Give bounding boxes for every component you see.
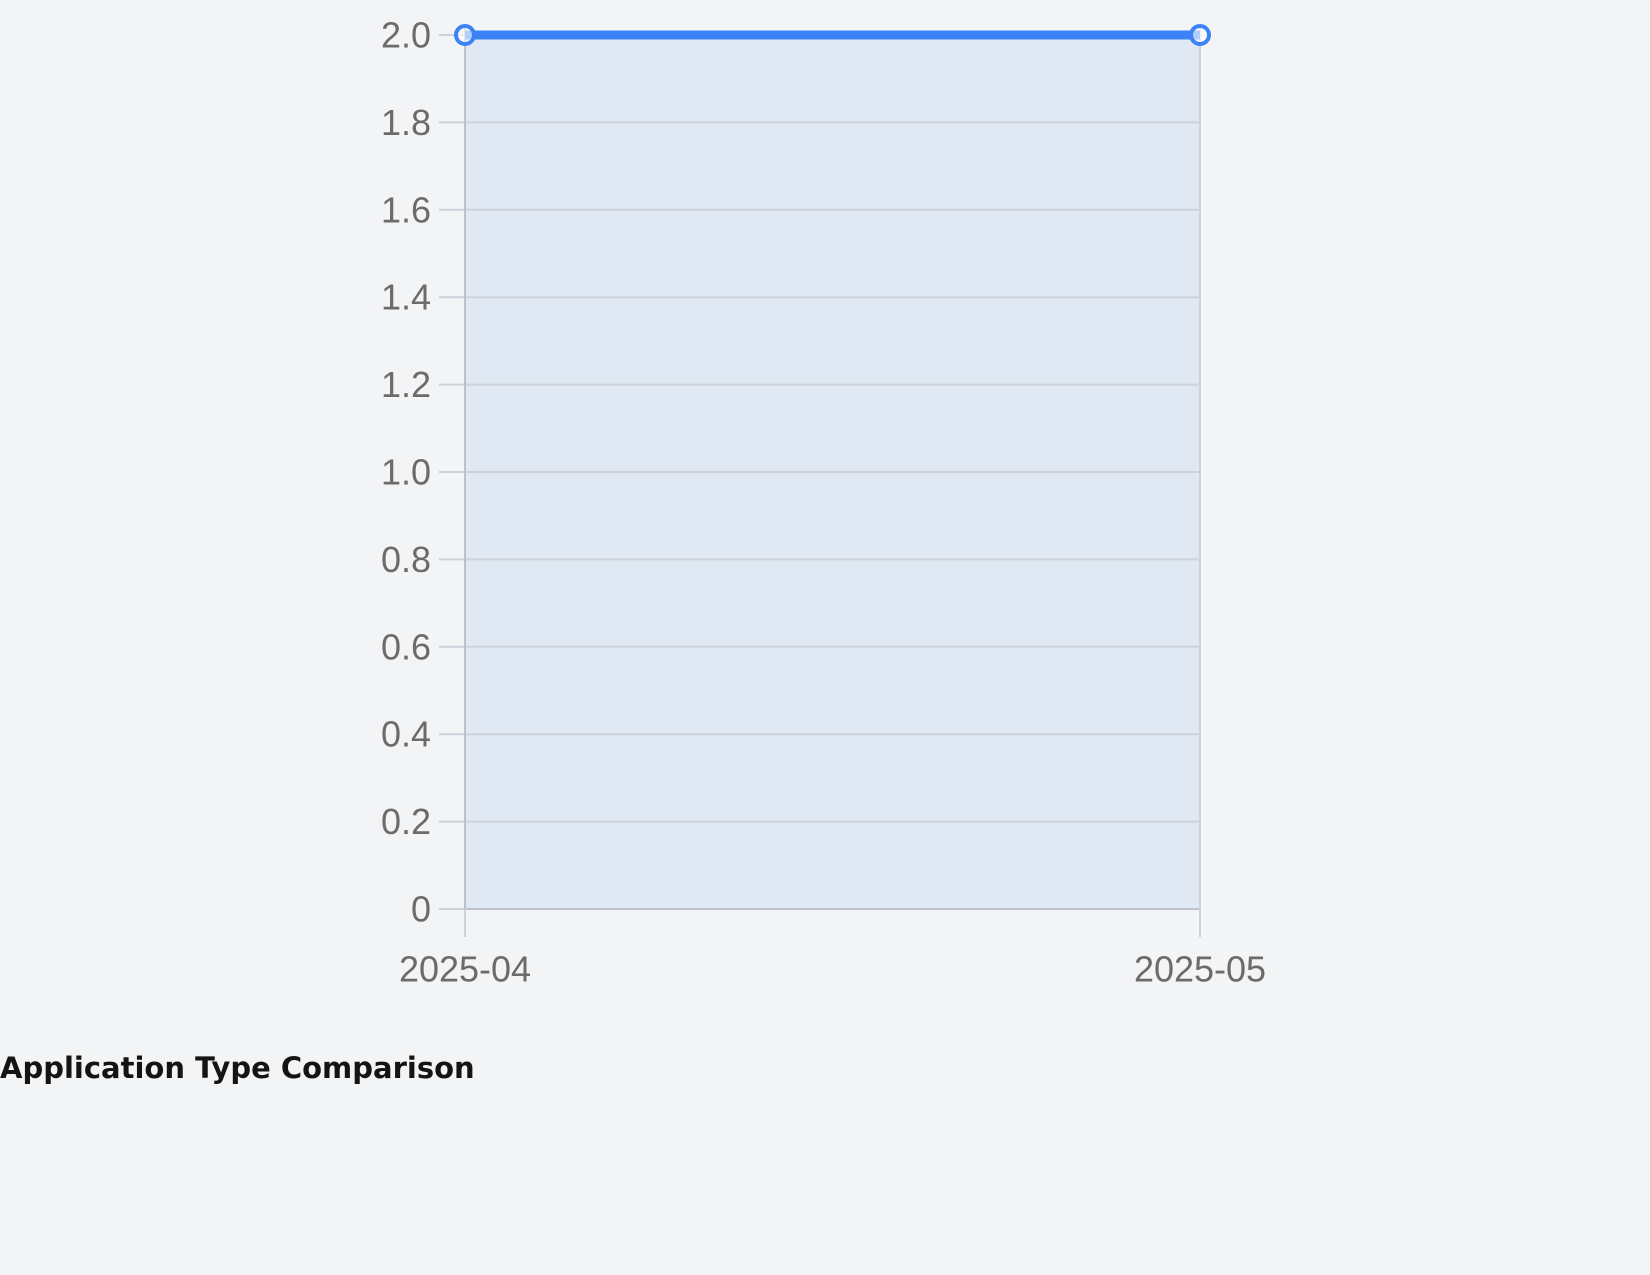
- section-heading: Application Type Comparison: [0, 1051, 475, 1085]
- y-tick-label: 0.6: [381, 626, 431, 667]
- y-tick-label: 1.0: [381, 452, 431, 493]
- x-tick-label: 2025-05: [1134, 949, 1266, 990]
- x-tick-label: 2025-04: [399, 949, 531, 990]
- area-chart-svg: 0 0.2 0.4 0.6 0.8 1.0 1.2 1.4 1.6 1.8 2.0 2025-04 20…: [381, 15, 1266, 990]
- y-tick-label: 2.0: [381, 15, 431, 56]
- y-tick-label: 1.4: [381, 277, 431, 318]
- y-tick-label: 1.2: [381, 364, 431, 405]
- y-tick-label: 0: [411, 889, 431, 930]
- data-point: [454, 24, 476, 46]
- y-tick-label: 1.8: [381, 102, 431, 143]
- data-point: [1189, 24, 1211, 46]
- area-chart: 0 0.2 0.4 0.6 0.8 1.0 1.2 1.4 1.6 1.8 2.0 2025-04 20…: [381, 15, 1266, 990]
- y-tick-label: 0.4: [381, 714, 431, 755]
- y-tick-label: 0.2: [381, 801, 431, 842]
- y-tick-label: 0.8: [381, 539, 431, 580]
- y-tick-label: 1.6: [381, 189, 431, 230]
